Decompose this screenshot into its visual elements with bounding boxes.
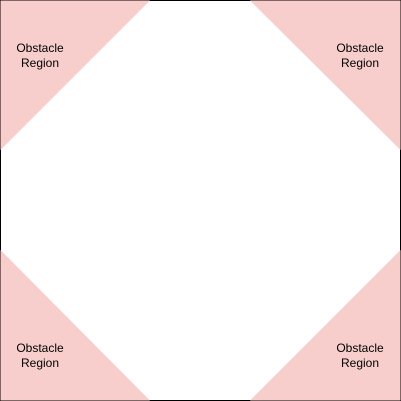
bottom-right-label-line2: Region	[341, 356, 379, 370]
obstacle-region-top-right	[250, 0, 401, 150]
top-right-label-line2: Region	[341, 56, 379, 70]
obstacle-region-top-left	[0, 0, 150, 150]
bottom-left-label-line1: Obstacle	[16, 341, 64, 355]
obstacle-region-bottom-left	[0, 250, 150, 401]
top-left-label-line2: Region	[21, 56, 59, 70]
obstacle-region-bottom-right	[250, 250, 401, 401]
bottom-right-label-line1: Obstacle	[336, 341, 384, 355]
bottom-left-label-line2: Region	[21, 356, 59, 370]
top-left-label-line1: Obstacle	[16, 41, 64, 55]
top-right-label-line1: Obstacle	[336, 41, 384, 55]
